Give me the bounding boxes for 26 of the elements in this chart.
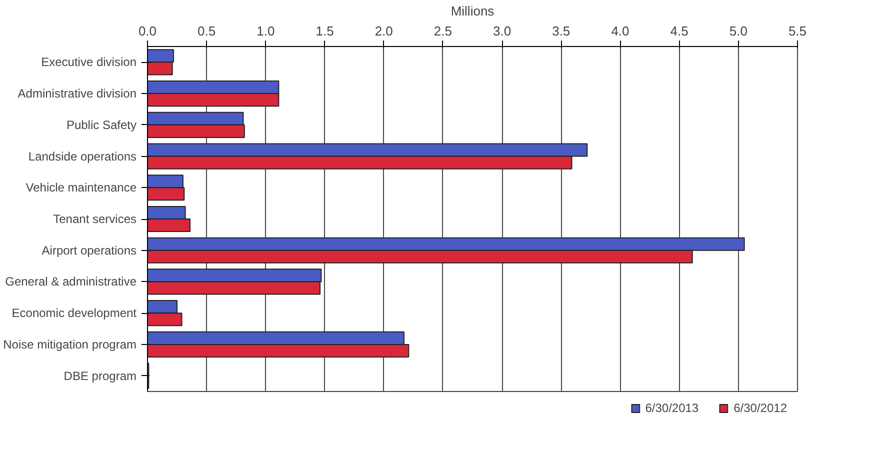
x-tick-label: 3.5	[552, 24, 570, 38]
x-tick-label: 2.0	[374, 24, 393, 38]
y-tick-label: Airport operations	[42, 243, 136, 258]
y-tick-label: Executive division	[41, 55, 137, 70]
legend-label: 6/30/2012	[734, 401, 787, 415]
y-tick-label: Landside operations	[28, 149, 137, 164]
x-tick-label: 4.0	[611, 24, 630, 38]
x-tick-label: 4.5	[670, 24, 688, 38]
x-tick-label: 0.0	[138, 24, 157, 38]
y-tick-label: Noise mitigation program	[3, 337, 137, 352]
y-tick-label: Administrative division	[18, 86, 137, 101]
y-tick-label: DBE program	[64, 368, 137, 383]
x-tick-label: 3.0	[493, 24, 512, 38]
y-tick-label: Public Safety	[66, 118, 137, 132]
legend-label: 6/30/2013	[645, 401, 699, 415]
x-tick-label: 2.5	[434, 24, 452, 38]
x-axis-title: Millions	[450, 4, 495, 18]
x-tick-label: 1.0	[256, 24, 275, 38]
x-tick-label: 5.5	[788, 24, 807, 38]
y-tick-label: Tenant services	[53, 212, 136, 226]
x-tick-label: 1.5	[316, 24, 334, 38]
y-tick-label: General & administrative	[5, 274, 137, 289]
x-tick-label: 0.5	[198, 24, 216, 38]
y-tick-label: Economic development	[12, 306, 138, 320]
x-tick-label: 5.0	[729, 24, 748, 38]
y-tick-label: Vehicle maintenance	[26, 180, 137, 195]
